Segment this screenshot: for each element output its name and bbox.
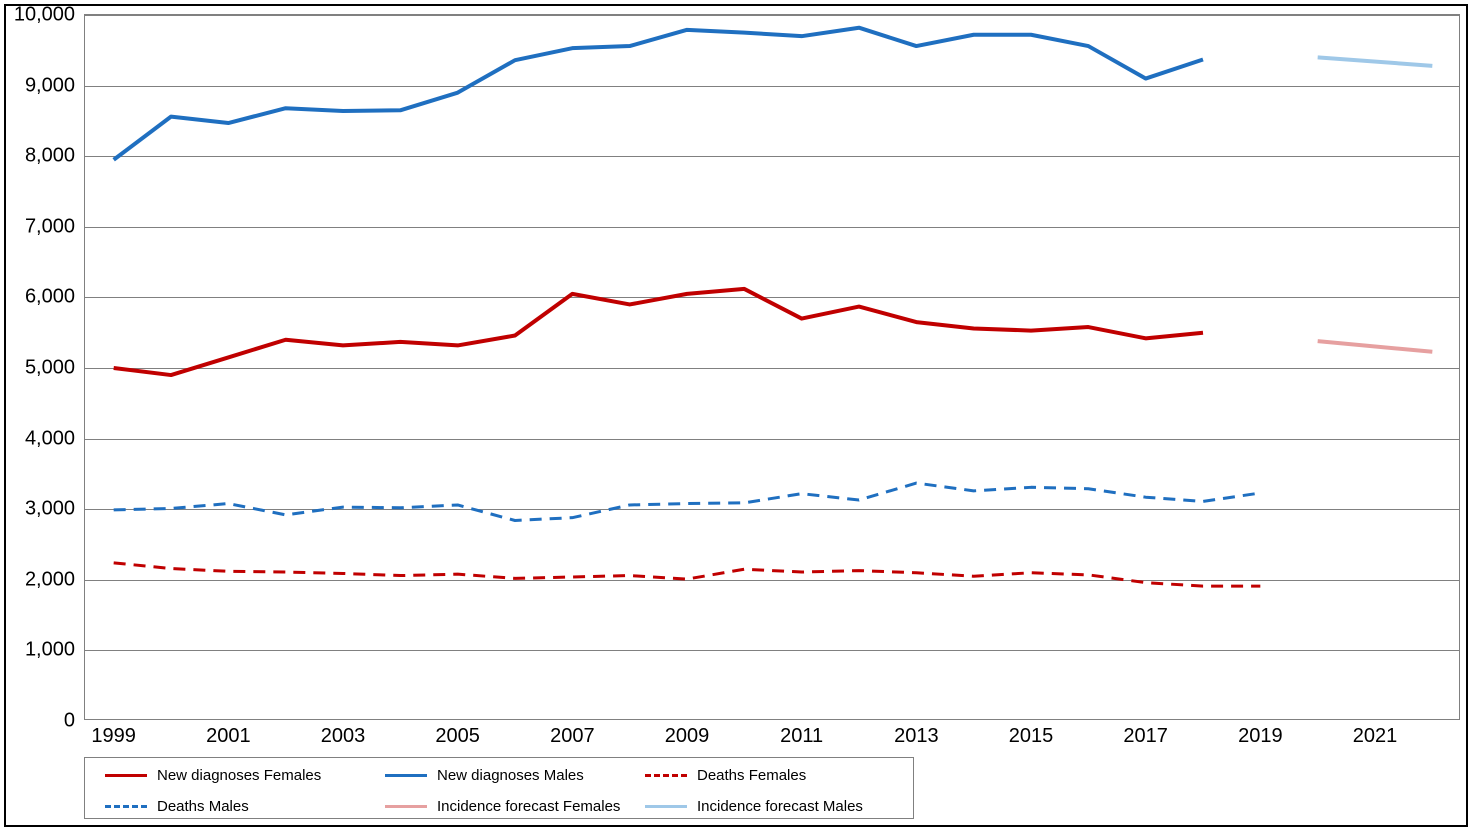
legend-label: Deaths Females [697,767,806,784]
legend: New diagnoses Females New diagnoses Males… [84,757,914,819]
legend-label: Incidence forecast Females [437,798,620,815]
y-tick-label: 7,000 [25,215,85,238]
series-layer [85,15,1461,721]
y-tick-label: 6,000 [25,286,85,309]
series-inc_fc_m [1318,57,1433,65]
legend-label: New diagnoses Males [437,767,584,784]
legend-swatch [385,774,427,777]
y-tick-label: 9,000 [25,74,85,97]
x-tick-label: 2019 [1238,719,1283,748]
legend-label: Incidence forecast Males [697,798,863,815]
x-tick-label: 2007 [550,719,595,748]
legend-label: Deaths Males [157,798,249,815]
y-tick-label: 4,000 [25,427,85,450]
legend-item-deaths_m: Deaths Males [105,795,249,819]
legend-swatch [645,774,687,777]
y-tick-label: 3,000 [25,498,85,521]
y-tick-label: 0 [64,710,85,733]
x-tick-label: 2017 [1123,719,1168,748]
x-tick-label: 2011 [780,719,823,748]
legend-item-inc_fc_f: Incidence forecast Females [385,795,620,819]
series-new_diag_f [114,289,1203,375]
x-tick-label: 2005 [435,719,480,748]
legend-swatch [105,774,147,777]
x-tick-label: 2009 [665,719,710,748]
x-tick-label: 2021 [1353,719,1398,748]
legend-swatch [645,805,687,808]
x-tick-label: 2015 [1009,719,1054,748]
y-tick-label: 1,000 [25,639,85,662]
x-tick-label: 2003 [321,719,366,748]
y-tick-label: 5,000 [25,357,85,380]
legend-swatch [105,805,147,808]
legend-item-inc_fc_m: Incidence forecast Males [645,795,863,819]
series-inc_fc_f [1318,341,1433,352]
series-new_diag_m [114,28,1203,160]
y-tick-label: 10,000 [14,4,85,27]
series-deaths_f [114,563,1261,586]
y-tick-label: 2,000 [25,568,85,591]
x-tick-label: 2013 [894,719,939,748]
x-tick-label: 1999 [91,719,136,748]
plot-area: 01,0002,0003,0004,0005,0006,0007,0008,00… [84,14,1460,720]
legend-item-new_diag_f: New diagnoses Females [105,764,321,788]
series-deaths_m [114,483,1261,520]
legend-item-deaths_f: Deaths Females [645,764,806,788]
legend-item-new_diag_m: New diagnoses Males [385,764,584,788]
legend-swatch [385,805,427,808]
x-tick-label: 2001 [206,719,251,748]
y-tick-label: 8,000 [25,145,85,168]
legend-label: New diagnoses Females [157,767,321,784]
